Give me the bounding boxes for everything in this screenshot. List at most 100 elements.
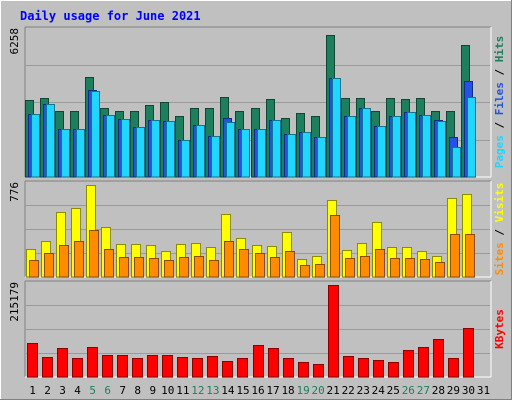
x-label-day-1: 1 (29, 384, 36, 397)
x-label-day-4: 4 (74, 384, 81, 397)
bar-pages-day-10 (166, 121, 175, 178)
chart-title: Daily usage for June 2021 (20, 9, 201, 23)
bar-pages-day-13 (211, 136, 220, 178)
x-label-day-2: 2 (44, 384, 51, 397)
bar-pages-day-15 (241, 129, 250, 178)
bar-sites-day-12 (194, 256, 204, 278)
bar-sites-day-15 (239, 249, 249, 278)
bar-sites-day-14 (224, 241, 234, 278)
bar-kbytes-day-30 (463, 328, 474, 378)
bar-pages-day-22 (347, 116, 356, 178)
bar-sites-day-20 (315, 264, 325, 278)
chart-panels: 6258 Pages / Files / Hits 776 Sites / Visit… (8, 26, 506, 378)
x-label-day-7: 7 (119, 384, 126, 397)
bar-pages-day-16 (257, 129, 266, 178)
panel-3-max-label: 215179 (8, 282, 21, 322)
bar-sites-day-1 (29, 260, 39, 278)
bar-pages-day-5 (91, 91, 100, 178)
bar-sites-day-11 (179, 257, 189, 278)
bar-sites-day-27 (420, 259, 430, 278)
bar-pages-day-24 (377, 126, 386, 178)
bar-kbytes-day-22 (343, 356, 354, 378)
bar-kbytes-day-9 (147, 355, 158, 378)
x-label-day-31: 31 (477, 384, 490, 397)
x-label-day-11: 11 (176, 384, 189, 397)
bar-sites-day-21 (330, 215, 340, 278)
x-label-day-18: 18 (281, 384, 294, 397)
bar-kbytes-day-26 (403, 350, 414, 378)
bar-sites-day-25 (390, 258, 400, 278)
panel-1: 6258 Pages / Files / Hits (8, 26, 506, 178)
legend-hits: Hits (493, 36, 506, 63)
bar-kbytes-day-3 (57, 348, 68, 378)
bar-sites-day-5 (89, 230, 99, 278)
bar-kbytes-day-13 (207, 356, 218, 378)
bar-kbytes-day-14 (222, 361, 233, 378)
bar-pages-day-12 (196, 125, 205, 178)
x-label-day-28: 28 (432, 384, 445, 397)
legend-separator: / (493, 62, 506, 82)
bar-sites-day-16 (255, 253, 265, 278)
bar-kbytes-day-29 (448, 358, 459, 378)
bar-sites-day-19 (300, 265, 310, 278)
bar-sites-day-29 (450, 234, 460, 278)
bar-sites-day-7 (119, 257, 129, 278)
legend-pages: Pages (493, 135, 506, 168)
bar-pages-day-4 (76, 129, 85, 178)
x-label-day-20: 20 (312, 384, 325, 397)
bar-sites-day-6 (104, 249, 114, 278)
bar-kbytes-day-15 (237, 358, 248, 378)
bar-kbytes-day-11 (177, 357, 188, 378)
x-label-day-23: 23 (357, 384, 370, 397)
bar-pages-day-26 (407, 112, 416, 178)
panel-2: 776 Sites / Visits (8, 180, 506, 278)
bar-kbytes-day-12 (192, 358, 203, 378)
bar-kbytes-day-4 (72, 358, 83, 378)
bar-pages-day-8 (136, 127, 145, 178)
x-label-day-21: 21 (327, 384, 340, 397)
bar-pages-day-29 (452, 147, 461, 178)
panel-1-ylabel: Pages / Files / Hits (493, 36, 506, 169)
bar-pages-day-6 (106, 115, 115, 178)
bar-sites-day-3 (59, 245, 69, 278)
panel-3: 215179 KBytes (8, 280, 506, 378)
bar-kbytes-day-8 (132, 358, 143, 378)
bar-sites-day-2 (44, 253, 54, 278)
x-label-day-8: 8 (134, 384, 141, 397)
x-label-day-9: 9 (149, 384, 156, 397)
legend-files: Files (493, 82, 506, 115)
bar-pages-day-27 (422, 115, 431, 178)
x-label-day-25: 25 (387, 384, 400, 397)
x-label-day-27: 27 (417, 384, 430, 397)
bar-pages-day-9 (151, 120, 160, 178)
bar-sites-day-8 (134, 257, 144, 278)
bar-pages-day-3 (61, 129, 70, 178)
bar-sites-day-23 (360, 256, 370, 278)
x-label-day-22: 22 (342, 384, 355, 397)
bar-pages-day-1 (31, 114, 40, 178)
bar-pages-day-20 (317, 137, 326, 178)
x-label-day-15: 15 (236, 384, 249, 397)
bar-kbytes-day-5 (87, 347, 98, 378)
x-label-day-17: 17 (266, 384, 279, 397)
bar-pages-day-11 (181, 140, 190, 178)
bar-kbytes-day-28 (433, 339, 444, 378)
legend-sites: Sites (493, 242, 506, 275)
bar-sites-day-10 (164, 260, 174, 278)
bar-pages-day-14 (226, 122, 235, 178)
bar-kbytes-day-6 (102, 355, 113, 378)
panel-2-ylabel: Sites / Visits (493, 183, 506, 276)
legend-visits: Visits (493, 183, 506, 223)
x-label-day-30: 30 (462, 384, 475, 397)
x-label-day-16: 16 (251, 384, 264, 397)
x-label-day-29: 29 (447, 384, 460, 397)
bar-pages-day-21 (332, 78, 341, 178)
bar-kbytes-day-24 (373, 360, 384, 378)
panel-2-max-label: 776 (8, 182, 21, 202)
bar-sites-day-13 (209, 260, 219, 278)
bar-kbytes-day-10 (162, 355, 173, 378)
bar-kbytes-day-7 (117, 355, 128, 378)
bar-kbytes-day-17 (268, 348, 279, 378)
